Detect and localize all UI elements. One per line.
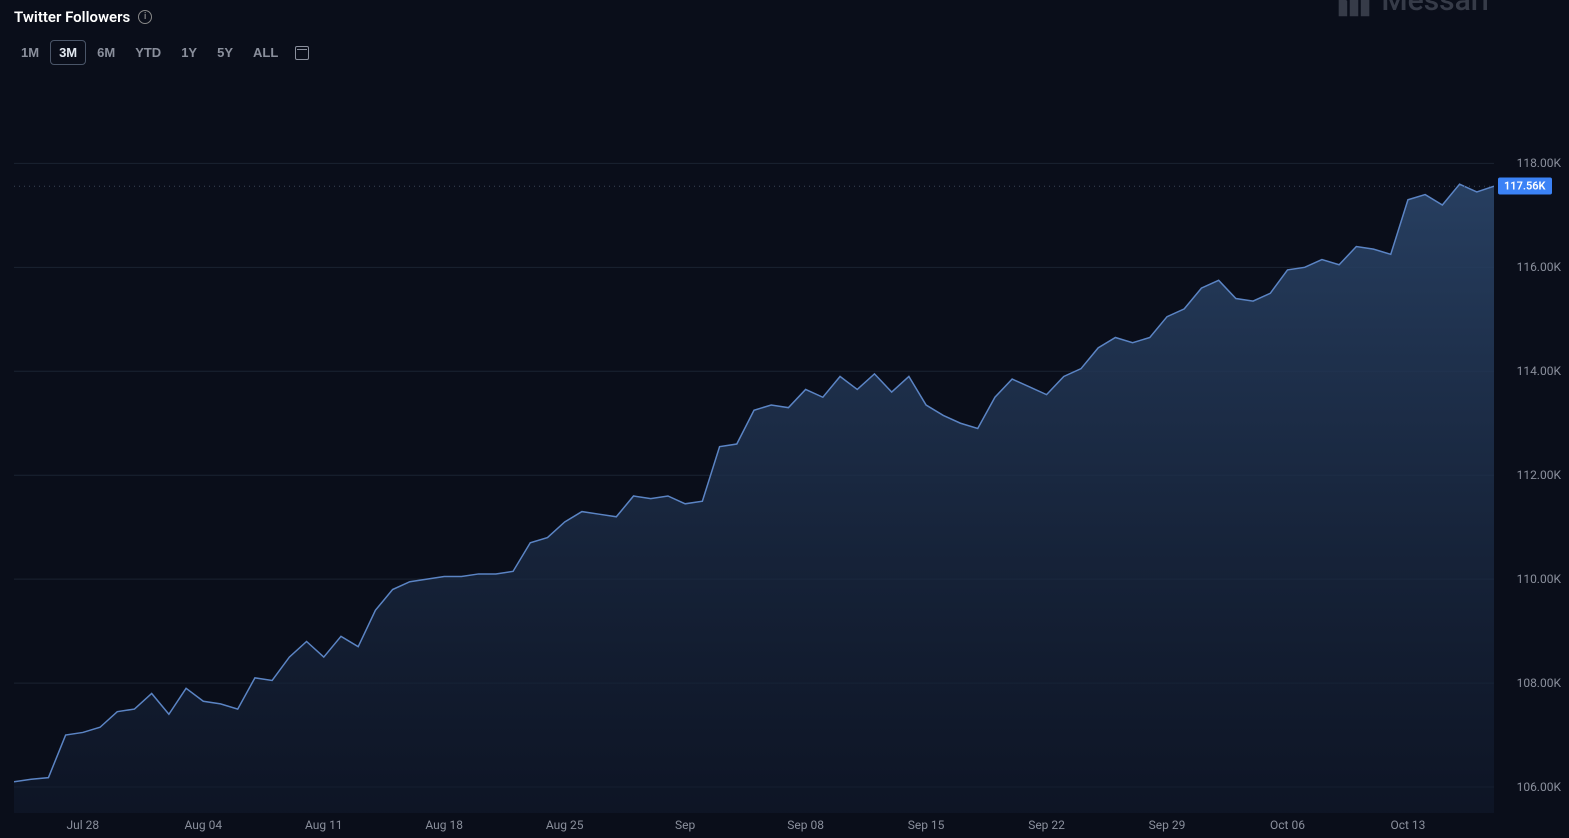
x-axis-label: Oct 13 [1390, 818, 1425, 832]
range-selector: 1M3M6MYTD1Y5YALL [0, 26, 1569, 73]
x-axis-label: Oct 06 [1270, 818, 1305, 832]
x-axis-label: Aug 04 [185, 818, 223, 832]
x-axis-label: Sep 15 [908, 818, 945, 832]
info-icon[interactable]: i [138, 10, 152, 24]
range-all-button[interactable]: ALL [244, 40, 287, 65]
y-axis-label: 114.00K [1517, 364, 1561, 378]
messari-logo-icon [1337, 0, 1371, 18]
y-axis: 106.00K 108.00K 110.00K 112.00K 114.00K 116.0… [1501, 153, 1561, 813]
x-axis-label: Sep 08 [787, 818, 824, 832]
y-axis-label: 110.00K [1517, 572, 1561, 586]
x-axis-label: Aug 11 [305, 818, 343, 832]
range-1y-button[interactable]: 1Y [172, 40, 206, 65]
y-axis-label: 118.00K [1517, 156, 1561, 170]
y-axis-label: 116.00K [1517, 260, 1561, 274]
range-3m-button[interactable]: 3M [50, 40, 86, 65]
x-axis-label: Sep [675, 818, 695, 832]
current-value-badge: 117.56K [1498, 178, 1552, 195]
x-axis: Jul 28 Aug 04 Aug 11 Aug 18 Aug 25 Sep Sep 08 S… [14, 818, 1494, 838]
x-axis-label: Aug 18 [425, 818, 463, 832]
chart-title: Twitter Followers [14, 8, 130, 26]
x-axis-label: Jul 28 [67, 818, 100, 832]
y-axis-label: 108.00K [1517, 676, 1561, 690]
x-axis-label: Sep 22 [1028, 818, 1065, 832]
x-axis-label: Aug 25 [546, 818, 584, 832]
range-1m-button[interactable]: 1M [12, 40, 48, 65]
range-5y-button[interactable]: 5Y [208, 40, 242, 65]
chart-area[interactable] [14, 153, 1494, 813]
x-axis-label: Sep 29 [1149, 818, 1186, 832]
watermark: Messari [1337, 0, 1489, 18]
area-chart-svg [14, 153, 1494, 813]
watermark-text: Messari [1381, 0, 1489, 18]
calendar-icon[interactable] [295, 46, 309, 60]
y-axis-label: 112.00K [1517, 468, 1561, 482]
y-axis-label: 106.00K [1517, 780, 1561, 794]
range-ytd-button[interactable]: YTD [126, 40, 170, 65]
range-6m-button[interactable]: 6M [88, 40, 124, 65]
